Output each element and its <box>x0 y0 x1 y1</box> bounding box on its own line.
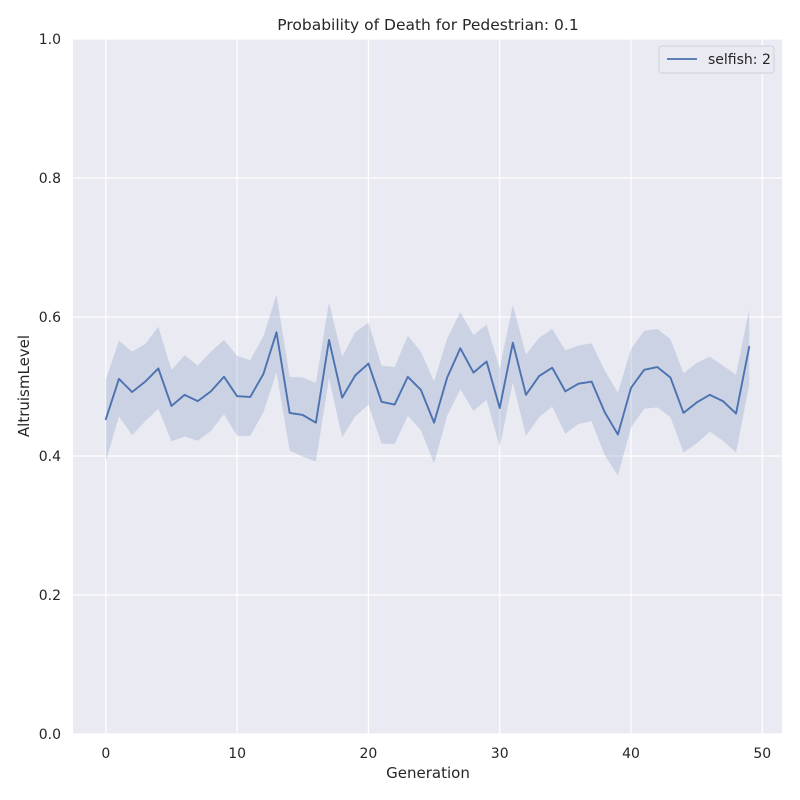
x-tick-labels: 0 10 20 30 40 50 <box>101 746 771 762</box>
grid <box>73 38 782 735</box>
legend-box <box>658 45 775 74</box>
x-tick-label: 40 <box>622 746 640 762</box>
legend-label: selfish: 2 <box>708 52 771 68</box>
legend: selfish: 2 <box>658 45 775 74</box>
y-tick-labels: 0.0 0.2 0.4 0.6 0.8 1.0 <box>39 32 61 743</box>
x-axis-label: Generation <box>386 764 470 782</box>
plot-area <box>73 39 782 734</box>
chart-title: Probability of Death for Pedestrian: 0.1 <box>277 16 578 34</box>
x-tick-label: 50 <box>753 746 771 762</box>
x-tick-label: 30 <box>491 746 509 762</box>
x-tick-label: 10 <box>228 746 246 762</box>
y-tick-label: 1.0 <box>39 32 61 48</box>
series-line <box>104 331 751 436</box>
y-tick-label: 0.0 <box>39 727 61 743</box>
y-tick-label: 0.8 <box>39 171 61 187</box>
confidence-band-layer <box>105 294 750 476</box>
y-tick-label: 0.6 <box>39 310 61 326</box>
x-tick-label: 0 <box>101 746 110 762</box>
series-line-layer <box>104 331 751 436</box>
x-tick-label: 20 <box>360 746 378 762</box>
confidence-band <box>105 294 750 476</box>
y-tick-label: 0.2 <box>39 588 61 604</box>
y-axis-label: AltruismLevel <box>15 335 33 437</box>
y-tick-label: 0.4 <box>39 449 61 465</box>
